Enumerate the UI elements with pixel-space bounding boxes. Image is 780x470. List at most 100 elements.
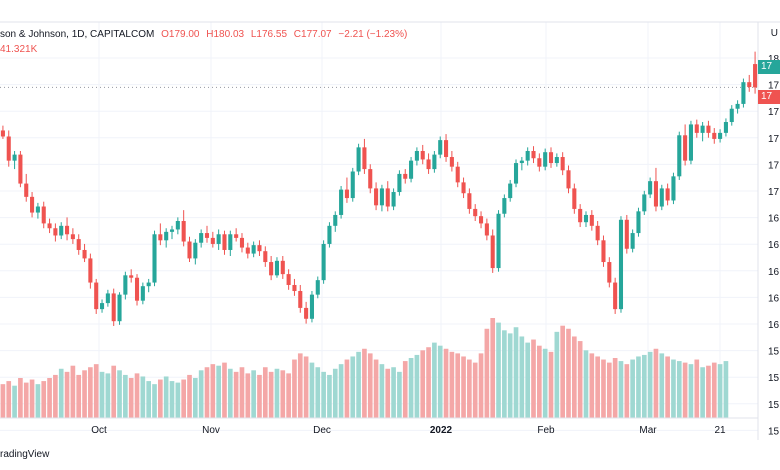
volume-bar xyxy=(554,331,560,418)
volume-bar xyxy=(577,341,583,418)
volume-bar xyxy=(222,362,227,418)
candle-body xyxy=(403,173,408,179)
candle-body xyxy=(315,280,320,295)
candlesticks xyxy=(0,51,758,327)
volume-bar xyxy=(659,353,665,418)
candle-body xyxy=(525,150,530,161)
candle-body xyxy=(263,251,268,263)
candle-body xyxy=(572,188,577,209)
candle-body xyxy=(508,183,513,199)
volume-bar xyxy=(303,356,309,418)
candle-body xyxy=(397,173,402,193)
candle-body xyxy=(706,125,711,133)
candle-body xyxy=(601,240,606,263)
volume-bar xyxy=(315,367,321,418)
volume-bar xyxy=(169,381,175,418)
candle-body xyxy=(741,82,746,104)
volume-bar xyxy=(152,384,157,418)
volume-bar xyxy=(636,356,641,418)
ohlc-high: H180.03 xyxy=(206,29,245,40)
price-axis-label: 17 xyxy=(768,160,780,171)
volume-bar xyxy=(181,379,186,418)
volume-bar xyxy=(583,350,589,418)
candle-body xyxy=(234,234,239,238)
price-axis-label: 16 xyxy=(768,320,780,331)
candle-body xyxy=(228,234,233,250)
candle-body xyxy=(566,170,571,189)
candle-body xyxy=(461,182,466,194)
candle-body xyxy=(479,216,484,224)
volume-bar xyxy=(29,379,35,418)
candle-body xyxy=(0,130,5,137)
candle-body xyxy=(385,188,390,207)
volume-bar xyxy=(507,333,513,418)
candle-body xyxy=(41,206,46,224)
volume-bar xyxy=(717,364,723,418)
candle-body xyxy=(199,233,204,243)
volume-bar xyxy=(227,368,233,418)
volume-bar xyxy=(455,353,461,418)
volume-bar xyxy=(624,364,630,418)
volume-bar xyxy=(274,368,280,418)
candle-body xyxy=(624,219,629,249)
volume-bar xyxy=(373,359,379,418)
candle-body xyxy=(76,239,81,250)
time-axis-label: Dec xyxy=(313,425,331,436)
volume-bar xyxy=(321,371,326,418)
volume-bar xyxy=(268,371,274,418)
volume-bar xyxy=(537,345,542,418)
currency-unit[interactable]: U xyxy=(770,28,778,39)
volume-bar xyxy=(12,385,17,418)
candle-body xyxy=(239,237,245,248)
candle-body xyxy=(175,221,180,230)
candle-body xyxy=(134,277,140,301)
volume-bar xyxy=(490,318,496,418)
volume-bar xyxy=(519,336,525,418)
time-axis[interactable]: Oct Nov Dec 2022 Feb Mar 21 xyxy=(91,425,726,436)
volume-bar xyxy=(251,370,256,418)
candle-body xyxy=(648,181,653,195)
volume-bar xyxy=(606,362,612,418)
volume-bar xyxy=(402,361,408,418)
volume-bar xyxy=(6,381,12,418)
time-axis-label: 2022 xyxy=(430,425,453,436)
volume-bar xyxy=(99,371,105,418)
candle-body xyxy=(193,242,198,259)
candle-body xyxy=(583,214,589,223)
candle-body xyxy=(467,193,472,209)
candle-body xyxy=(735,103,740,109)
volume-bar xyxy=(630,359,635,418)
volume-bar xyxy=(391,367,396,418)
price-axis-label: 17 xyxy=(768,134,780,145)
price-axis-label: 16 xyxy=(768,214,780,225)
candle-body xyxy=(718,132,723,139)
volume-bar xyxy=(297,353,303,418)
candle-body xyxy=(65,225,70,235)
volume-bar xyxy=(461,356,466,418)
volume-bar xyxy=(123,374,128,418)
candle-body xyxy=(24,183,29,197)
volume-bar xyxy=(187,374,192,418)
candle-body xyxy=(712,132,717,139)
candle-body xyxy=(484,223,489,236)
price-axis-label: 18 xyxy=(768,54,780,65)
candle-body xyxy=(455,166,460,183)
volume-bar xyxy=(711,362,717,418)
tradingview-attribution[interactable]: radingView xyxy=(0,449,50,460)
volume-bar xyxy=(647,351,653,418)
candle-body xyxy=(496,213,501,269)
volume-bar xyxy=(204,367,210,418)
volume-bar xyxy=(350,356,356,418)
candle-body xyxy=(59,225,64,236)
candle-body xyxy=(344,189,349,199)
volume-bar xyxy=(128,378,134,418)
price-axis[interactable]: 18 17 17 17 17 17 16 16 16 16 16 15 15 15 15 xyxy=(768,54,780,437)
volume-bar xyxy=(216,365,221,418)
candle-body xyxy=(216,234,221,244)
candle-body xyxy=(117,294,122,322)
candle-body xyxy=(222,234,227,250)
candle-body xyxy=(671,176,676,201)
ohlc-open: O179.00 xyxy=(161,29,200,40)
symbol-title[interactable]: son & Johnson, 1D, CAPITALCOM xyxy=(0,29,155,40)
